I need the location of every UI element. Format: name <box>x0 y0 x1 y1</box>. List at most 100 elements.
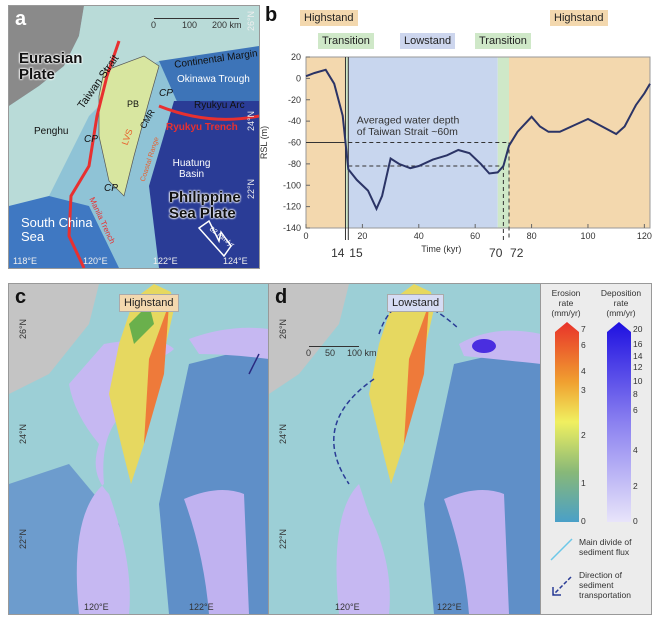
colorbar-tick-label: 4 <box>581 366 586 377</box>
y-tick-label: -40 <box>288 116 301 126</box>
colorbar-tick-label: 2 <box>633 481 638 492</box>
scale-label: 50 <box>325 348 336 358</box>
erosion-title: Erosion rate (mm/yr) <box>551 288 581 318</box>
phase-label: Highstand <box>300 10 358 26</box>
time-marker-label: 70 <box>489 246 503 260</box>
y-tick-label: -60 <box>288 138 301 148</box>
direction-legend-text: Direction of sediment transportation <box>579 570 631 600</box>
scale-label: 200 km <box>212 20 242 30</box>
lon-label: 118°E <box>13 256 37 266</box>
scale-label: 100 km <box>347 348 377 358</box>
deposition-zone <box>459 330 541 364</box>
south-china-sea-label: South China Sea <box>21 215 93 244</box>
ryukyu-trench-line <box>158 104 259 121</box>
phase-label: Lowstand <box>400 33 456 49</box>
divide-line-icon <box>550 538 573 561</box>
mainland-china <box>9 284 99 394</box>
phase-label: Transition <box>318 33 374 49</box>
scale-label: 0 <box>151 20 157 30</box>
lat-label: 22°N <box>278 528 289 550</box>
deposition-zone <box>184 490 249 614</box>
cp-label: CP <box>104 183 118 194</box>
x-tick-label: 60 <box>470 231 480 241</box>
scale-bar <box>154 18 239 19</box>
y-tick-label: -120 <box>283 202 301 212</box>
scale-label: 0 <box>306 348 312 358</box>
y-tick-label: -140 <box>283 223 301 233</box>
colorbar-tick-label: 12 <box>633 362 643 373</box>
scale-bar <box>309 346 359 347</box>
colorbar-tick-label: 6 <box>581 340 586 351</box>
eurasian-plate-label: Eurasian Plate <box>19 50 83 83</box>
lat-label: 26°N <box>246 10 257 32</box>
colorbar-tick-label: 2 <box>581 429 586 440</box>
okinawa-trough-label: Okinawa Trough <box>177 74 250 85</box>
colorbar-tick-label: 16 <box>633 339 643 350</box>
deposition-title: Deposition rate (mm/yr) <box>600 288 642 318</box>
y-tick-label: 0 <box>296 73 301 83</box>
taiwan-island <box>98 55 160 197</box>
lon-label: 124°E <box>223 256 248 266</box>
panel-letter: b <box>265 4 278 26</box>
phase-label: Transition <box>475 33 531 49</box>
huatung-basin-label: Huatung Basin <box>172 158 211 180</box>
colorbar-tick-label: 8 <box>633 389 638 400</box>
y-tick-label: -100 <box>283 180 301 190</box>
phase-band <box>345 57 349 228</box>
panel-c-map: c Highstand 120°E 122°E 26°N 24°N 22°N <box>8 283 270 615</box>
time-marker-label: 14 <box>331 246 345 260</box>
x-tick-label: 20 <box>357 231 367 241</box>
colorbar-tick-label: 4 <box>633 444 638 455</box>
annotation-line: Averaged water depth <box>357 114 460 126</box>
lon-label: 122°E <box>189 602 214 612</box>
taiwan-erosion-map <box>369 284 434 484</box>
mainland-china <box>9 6 84 106</box>
ryukyu-arc-label: Ryukyu Arc <box>194 100 245 111</box>
colorbar-tick-label: 1 <box>581 477 586 488</box>
lon-label: 120°E <box>84 602 109 612</box>
lon-label: 120°E <box>83 256 108 266</box>
erosion-colorbar <box>555 322 579 522</box>
panel-a-terrain <box>9 6 259 268</box>
panel-letter: a <box>15 8 27 30</box>
y-axis-label: RSL (m) <box>259 126 269 159</box>
x-tick-label: 0 <box>303 231 308 241</box>
panel-a-map: a 0 100 200 km Eurasian Plate Taiwan Str… <box>8 5 260 269</box>
x-tick-label: 100 <box>580 231 595 241</box>
mainland-china <box>269 284 349 394</box>
cp-label: CP <box>84 134 98 145</box>
panel-d-terrain <box>269 284 541 614</box>
time-marker-label: 72 <box>510 246 524 260</box>
deposition-zone <box>444 490 509 614</box>
panel-letter: d <box>275 286 288 308</box>
deposition-zone <box>336 484 390 614</box>
lon-label: 122°E <box>437 602 462 612</box>
colorbar-tick-label: 7 <box>581 324 586 334</box>
x-tick-label: 80 <box>527 231 537 241</box>
transport-arrow <box>248 353 260 375</box>
lon-label: 120°E <box>335 602 360 612</box>
manila-trench-line <box>67 40 121 268</box>
panel-c-terrain <box>9 284 269 614</box>
colorbar-tick-label: 10 <box>633 375 643 386</box>
dashed-arrow-icon <box>552 576 572 596</box>
y-tick-label: -20 <box>288 95 301 105</box>
colorbar-tick-label: 0 <box>633 516 638 526</box>
lat-label: 24°N <box>278 423 289 445</box>
colorbar-tick-label: 14 <box>633 350 643 361</box>
colorbar-tick-label: 6 <box>633 404 638 415</box>
panel-d-map: d Lowstand 0 50 100 km 120°E 122°E 26°N … <box>268 283 542 615</box>
sediment-direction-arrow <box>378 302 460 335</box>
rsl-curve <box>305 68 651 212</box>
scale-label: 100 <box>182 20 198 30</box>
annotation-line: of Taiwan Strait ~60m <box>357 126 458 138</box>
cp-label: CP <box>159 88 173 99</box>
lon-label: 122°E <box>153 256 178 266</box>
legend: Erosion rate (mm/yr) Deposition rate (mm/yr)… <box>540 283 652 615</box>
x-tick-label: 40 <box>414 231 424 241</box>
time-marker-label: 15 <box>349 246 363 260</box>
ryukyu-trench-label: Ryukyu Trench <box>166 122 238 133</box>
phase-band <box>509 57 650 228</box>
lowstand-title: Lowstand <box>387 294 445 312</box>
